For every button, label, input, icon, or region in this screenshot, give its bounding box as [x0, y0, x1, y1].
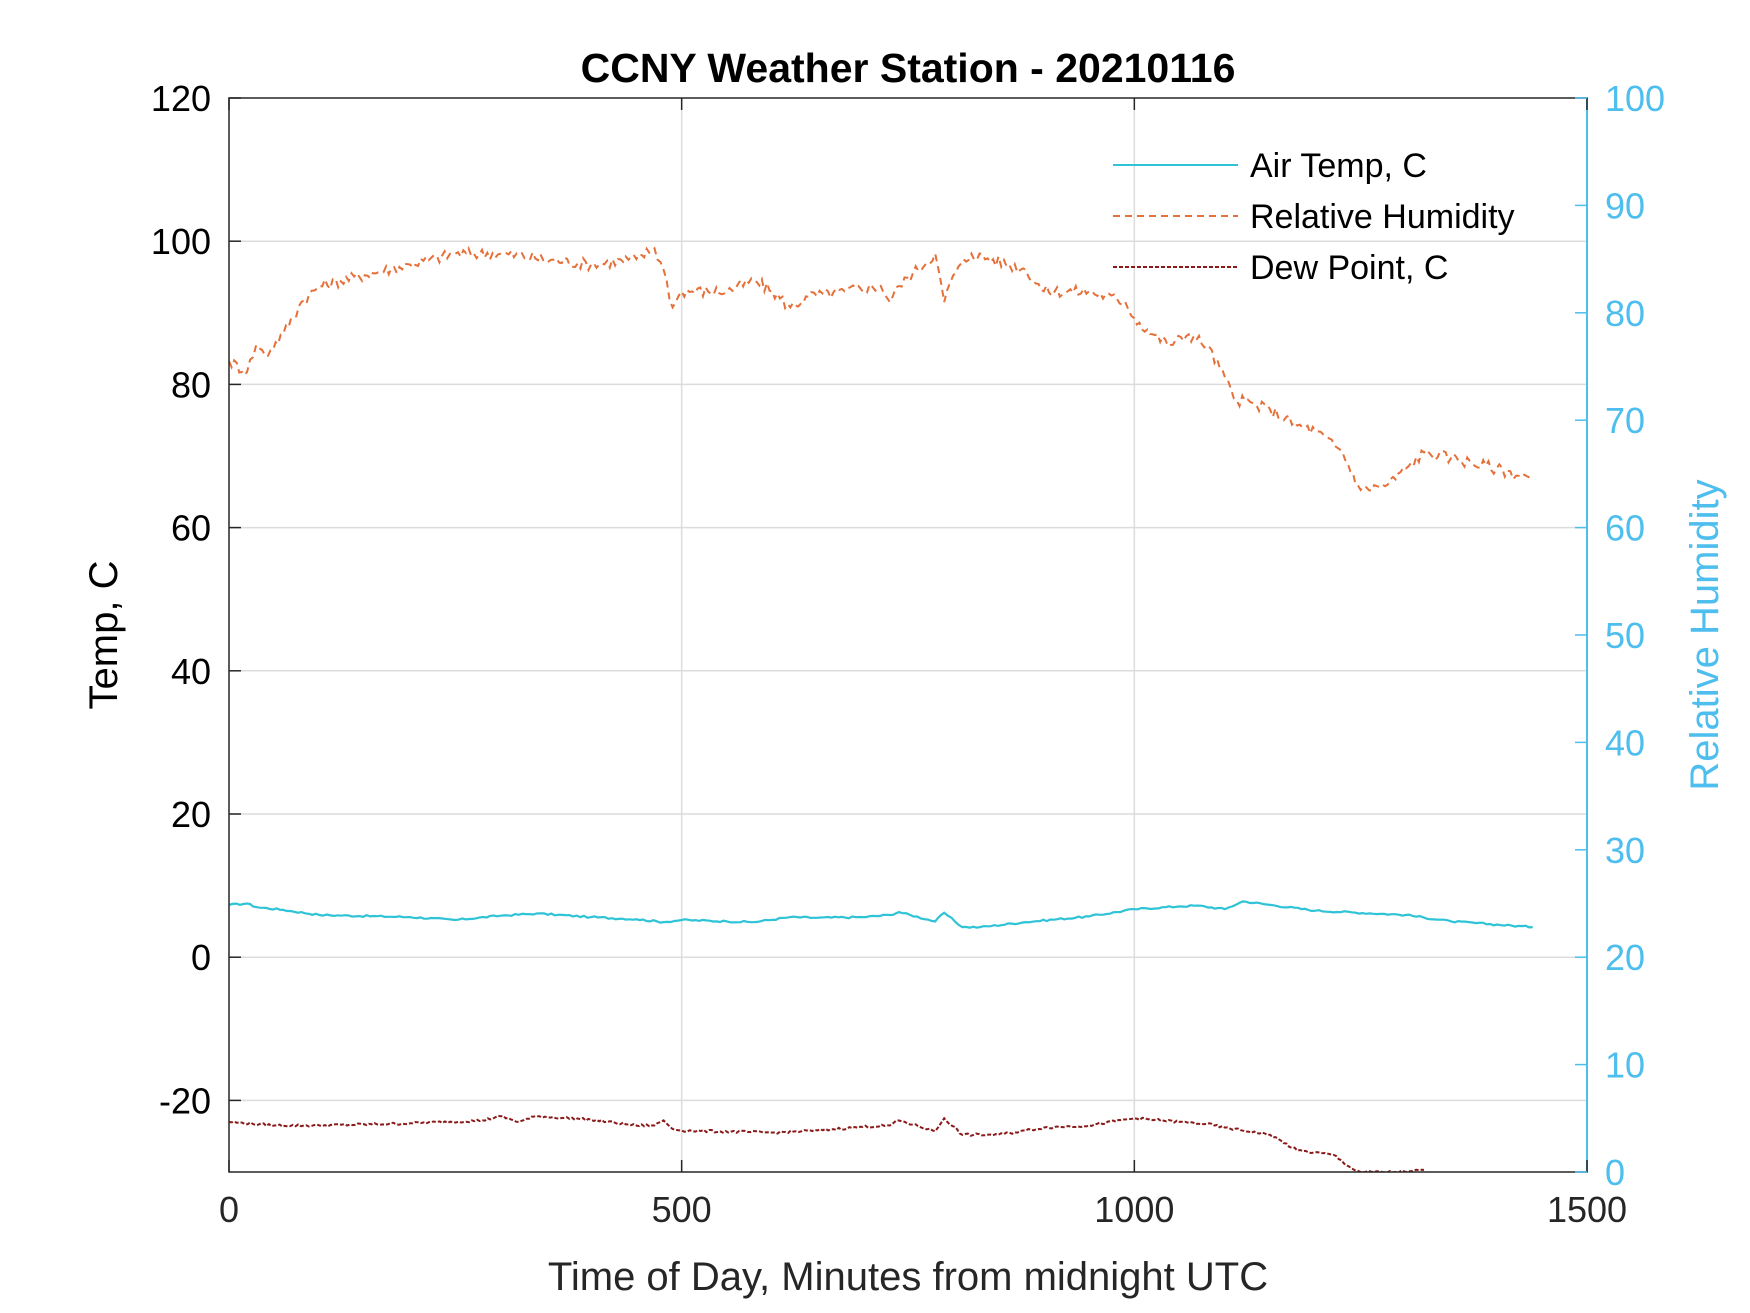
y-tick-label-right: 80	[1605, 293, 1645, 334]
x-tick-label: 1500	[1547, 1189, 1627, 1230]
y-tick-label-left: -20	[159, 1080, 211, 1121]
y-tick-label-right: 60	[1605, 508, 1645, 549]
legend: Air Temp, C Relative Humidity Dew Point, C	[1113, 147, 1515, 287]
chart-title: CCNY Weather Station - 20210116	[581, 45, 1236, 91]
y-tick-label-right: 20	[1605, 937, 1645, 978]
y-tick-label-right: 100	[1605, 78, 1665, 119]
series-line-0	[229, 900, 1533, 929]
series-lines	[229, 245, 1534, 1172]
y-tick-label-left: 80	[171, 364, 211, 405]
y-tick-label-right: 10	[1605, 1045, 1645, 1086]
y-axis-label-left: Temp, C	[82, 561, 126, 710]
legend-label-0: Air Temp, C	[1250, 147, 1427, 185]
axis-ticks: 0 500 1000 1500 -20 0 20 40 60 80 100 120 0 10 20 30 40 5…	[151, 78, 1665, 1230]
x-axis-label: Time of Day, Minutes from midnight UTC	[548, 1255, 1268, 1299]
y-axis-label-right: Relative Humidity	[1683, 479, 1727, 790]
y-tick-label-left: 60	[171, 508, 211, 549]
y-tick-label-right: 0	[1605, 1152, 1625, 1193]
x-tick-label: 1000	[1094, 1189, 1174, 1230]
y-tick-label-right: 30	[1605, 830, 1645, 871]
y-tick-label-left: 100	[151, 221, 211, 262]
y-tick-label-right: 40	[1605, 722, 1645, 763]
y-tick-label-left: 120	[151, 78, 211, 119]
legend-label-1: Relative Humidity	[1250, 198, 1515, 236]
y-tick-label-right: 50	[1605, 615, 1645, 656]
y-tick-label-left: 40	[171, 651, 211, 692]
y-tick-label-right: 90	[1605, 185, 1645, 226]
grid-lines	[229, 98, 1587, 1172]
x-tick-label: 0	[219, 1189, 239, 1230]
x-tick-label: 500	[652, 1189, 712, 1230]
y-tick-label-left: 20	[171, 794, 211, 835]
series-line-2	[229, 1114, 1425, 1172]
y-tick-label-left: 0	[191, 937, 211, 978]
legend-label-2: Dew Point, C	[1250, 249, 1448, 287]
y-tick-label-right: 70	[1605, 400, 1645, 441]
series-line-1	[229, 245, 1534, 492]
